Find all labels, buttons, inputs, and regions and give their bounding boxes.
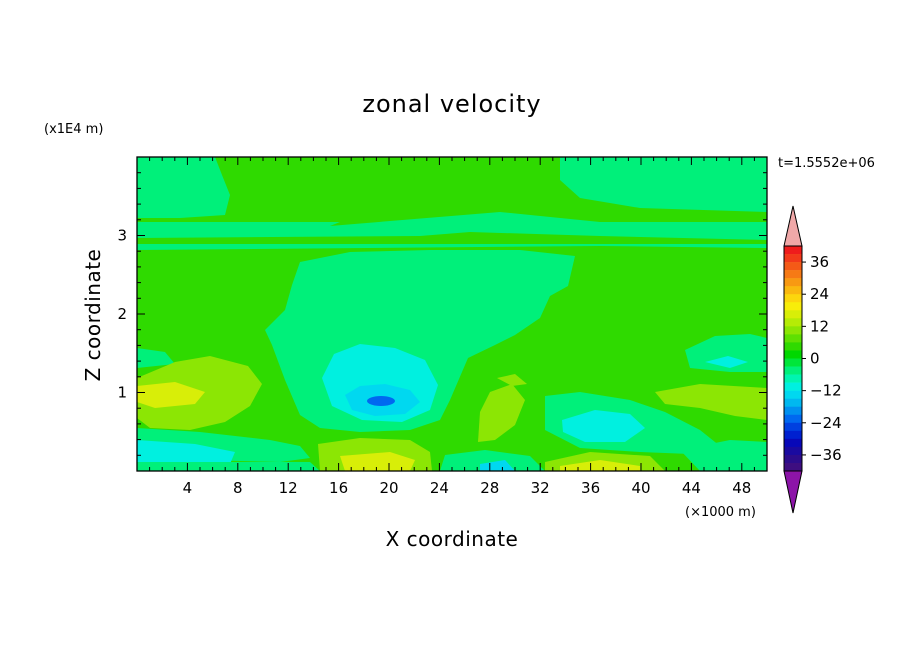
colorbar-segment: [784, 390, 802, 399]
colorbar-segment: [784, 366, 802, 375]
y-axis-ticks: 1 2 3: [117, 172, 767, 456]
colorbar-extend-max: [783, 205, 803, 247]
colorbar-tick-label: 36: [810, 253, 829, 271]
x-tick-label: 8: [233, 479, 243, 497]
x-tick-label: 24: [430, 479, 449, 497]
contour-left-pos-core: [137, 382, 205, 408]
y-axis-label: Z coordinate: [81, 249, 105, 382]
colorbar-segment: [784, 310, 802, 319]
x-tick-label: 20: [379, 479, 398, 497]
colorbar-segment: [784, 278, 802, 287]
x-tick-label: 28: [480, 479, 499, 497]
y-tick-label: 1: [117, 384, 127, 402]
colorbar-tick-label: −36: [810, 446, 842, 464]
x-tick-label: 16: [329, 479, 348, 497]
colorbar-segment: [784, 422, 802, 432]
contour-top-right-pocket: [560, 157, 767, 212]
colorbar-segment: [784, 446, 802, 456]
x-tick-label: 12: [279, 479, 298, 497]
x-tick-label: 32: [531, 479, 550, 497]
x-tick-label: 44: [682, 479, 701, 497]
x-tick-label: 36: [581, 479, 600, 497]
colorbar-segment: [784, 334, 802, 343]
colorbar-segment: [784, 398, 802, 408]
contour-left-bottom-neg2: [137, 462, 320, 471]
contour-bottom-28-core: [480, 460, 515, 471]
contour-upper-strip: [137, 232, 767, 244]
colorbar: 36 24 12 0 −12 −24 −36: [783, 205, 842, 514]
colorbar-segment: [784, 262, 802, 271]
colorbar-segment: [784, 406, 802, 416]
colorbar-segment: [784, 350, 802, 359]
contour-bottom-36-core: [560, 460, 640, 471]
colorbar-tick-label: 12: [810, 317, 829, 335]
colorbar-segment: [784, 294, 802, 303]
contour-right-core: [562, 410, 645, 442]
colorbar-segment: [784, 454, 802, 464]
colorbar-segment: [784, 438, 802, 448]
colorbar-segment: [784, 430, 802, 440]
contour-left-bottom-core: [137, 440, 235, 466]
contour-left-band: [137, 348, 175, 368]
contour-right-lower-neg: [680, 440, 767, 471]
contour-top-left-pocket: [137, 157, 230, 218]
y-tick-label: 2: [117, 305, 127, 323]
chart-title: zonal velocity: [362, 90, 541, 118]
time-label: t=1.5552e+06: [778, 156, 875, 171]
y-tick-label: 3: [117, 227, 127, 245]
colorbar-segment: [784, 382, 802, 391]
colorbar-segment: [784, 374, 802, 383]
contour-bottom-28-neg: [440, 450, 545, 471]
contour-right-pos-lobe: [655, 384, 767, 420]
x-unit-label: (×1000 m): [685, 505, 756, 520]
colorbar-segment: [784, 246, 802, 255]
contour-plot-area: [137, 157, 767, 471]
x-axis-label: X coordinate: [386, 527, 519, 551]
colorbar-segment: [784, 414, 802, 424]
colorbar-segment: [784, 270, 802, 279]
colorbar-segment: [784, 318, 802, 327]
colorbar-segment: [784, 358, 802, 367]
colorbar-tick-label: 0: [810, 350, 820, 368]
x-axis-ticks: 4 8 12 16 20 24 28 32 36 40 44 48: [149, 157, 755, 497]
colorbar-tick-label: 24: [810, 285, 829, 303]
x-tick-label: 4: [183, 479, 193, 497]
colorbar-tick-label: −12: [810, 382, 842, 400]
colorbar-segment: [784, 254, 802, 263]
colorbar-segment: [784, 302, 802, 311]
contour-tongue-28b: [497, 374, 527, 386]
colorbar-segment: [784, 326, 802, 335]
y-unit-label: (x1E4 m): [44, 122, 103, 137]
contour-bottom-center-core: [340, 452, 415, 471]
colorbar-segment: [784, 462, 802, 472]
contour-right-upper-core: [705, 356, 748, 368]
colorbar-segment: [784, 286, 802, 295]
contour-tongue-28: [478, 384, 525, 442]
contour-central-min: [367, 396, 395, 406]
colorbar-segment: [784, 342, 802, 351]
x-tick-label: 40: [631, 479, 650, 497]
x-tick-label: 48: [732, 479, 751, 497]
colorbar-tick-label: −24: [810, 414, 842, 432]
colorbar-extend-min: [783, 470, 803, 514]
